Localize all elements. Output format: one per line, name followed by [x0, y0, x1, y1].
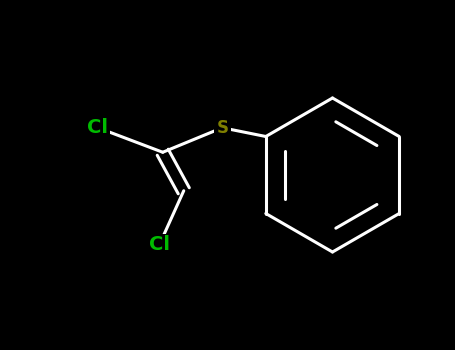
- Text: Cl: Cl: [87, 118, 108, 137]
- Text: Cl: Cl: [149, 236, 170, 254]
- Text: S: S: [216, 119, 228, 137]
